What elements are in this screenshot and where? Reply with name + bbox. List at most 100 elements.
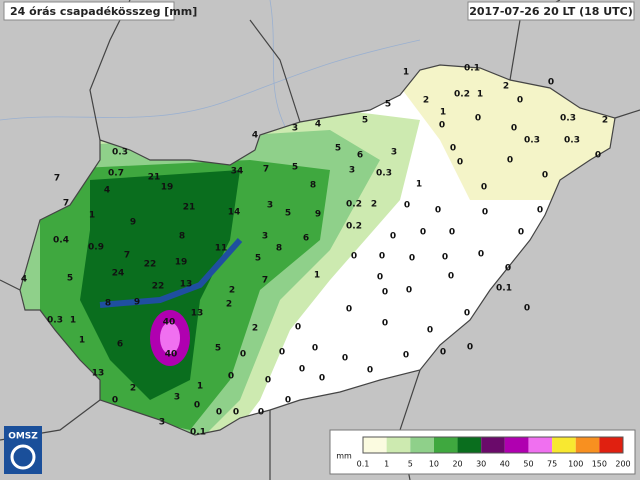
station-value: 2 bbox=[130, 384, 136, 394]
station-value: 4 bbox=[252, 131, 258, 141]
station-value: 0 bbox=[482, 208, 488, 218]
legend-swatch bbox=[410, 437, 434, 453]
station-value: 4 bbox=[21, 275, 27, 285]
legend-swatch bbox=[386, 437, 411, 453]
station-value: 2 bbox=[229, 286, 235, 296]
station-value: 0 bbox=[537, 206, 543, 216]
station-value: 0 bbox=[312, 344, 318, 354]
station-value: 0.3 bbox=[376, 169, 392, 179]
station-value: 0 bbox=[265, 376, 271, 386]
station-value: 0 bbox=[427, 326, 433, 336]
station-value: 9 bbox=[134, 298, 140, 308]
station-value: 0 bbox=[435, 206, 441, 216]
station-value: 0 bbox=[295, 323, 301, 333]
station-value: 8 bbox=[105, 299, 111, 309]
station-value: 19 bbox=[175, 258, 188, 268]
station-value: 0 bbox=[228, 372, 234, 382]
station-value: 0 bbox=[194, 401, 200, 411]
station-value: 40 bbox=[165, 350, 178, 360]
station-value: 5 bbox=[335, 144, 341, 154]
station-value: 5 bbox=[255, 254, 261, 264]
station-value: 0.4 bbox=[53, 236, 69, 246]
legend-label: 200 bbox=[615, 460, 630, 469]
station-value: 0 bbox=[450, 144, 456, 154]
station-value: 0.9 bbox=[88, 243, 104, 253]
station-value: 4 bbox=[315, 120, 321, 130]
logo: OMSZ bbox=[4, 426, 42, 474]
station-value: 21 bbox=[183, 203, 196, 213]
station-value: 40 bbox=[163, 318, 176, 328]
station-value: 5 bbox=[292, 163, 298, 173]
station-value: 0 bbox=[258, 408, 264, 418]
station-value: 0 bbox=[409, 254, 415, 264]
station-value: 2 bbox=[252, 324, 258, 334]
station-value: 2 bbox=[423, 96, 429, 106]
station-value: 0 bbox=[319, 374, 325, 384]
station-value: 13 bbox=[180, 280, 193, 290]
station-value: 1 bbox=[79, 336, 85, 346]
map-title: 24 órás csapadékösszeg [mm] bbox=[10, 5, 197, 18]
station-value: 1 bbox=[89, 211, 95, 221]
station-value: 2 bbox=[503, 82, 509, 92]
station-value: 19 bbox=[161, 183, 174, 193]
station-value: 0 bbox=[299, 365, 305, 375]
station-value: 5 bbox=[67, 274, 73, 284]
station-value: 3 bbox=[292, 124, 298, 134]
station-value: 0 bbox=[285, 396, 291, 406]
station-value: 0 bbox=[481, 183, 487, 193]
station-value: 9 bbox=[130, 218, 136, 228]
station-value: 22 bbox=[152, 282, 165, 292]
station-value: 0 bbox=[216, 408, 222, 418]
station-value: 0 bbox=[507, 156, 513, 166]
logo-text: OMSZ bbox=[8, 432, 38, 442]
station-value: 0 bbox=[517, 96, 523, 106]
station-value: 0 bbox=[475, 114, 481, 124]
station-value: 0 bbox=[112, 396, 118, 406]
station-value: 1 bbox=[477, 90, 483, 100]
station-value: 0 bbox=[404, 201, 410, 211]
station-value: 24 bbox=[112, 269, 125, 279]
station-value: 9 bbox=[315, 210, 321, 220]
station-value: 3 bbox=[267, 201, 273, 211]
station-value: 0 bbox=[467, 343, 473, 353]
station-value: 0 bbox=[439, 121, 445, 131]
logo-box bbox=[4, 426, 42, 474]
station-value: 0 bbox=[548, 78, 554, 88]
station-value: 7 bbox=[124, 251, 130, 261]
legend-swatch bbox=[575, 437, 600, 453]
legend-label: 40 bbox=[500, 460, 510, 469]
station-value: 11 bbox=[215, 244, 228, 254]
station-value: 0 bbox=[511, 124, 517, 134]
station-value: 1 bbox=[440, 108, 446, 118]
station-value: 0 bbox=[233, 408, 239, 418]
station-value: 1 bbox=[197, 382, 203, 392]
legend-label: 0.1 bbox=[357, 460, 370, 469]
legend-label: 5 bbox=[408, 460, 413, 469]
station-value: 13 bbox=[191, 309, 204, 319]
station-value: 0.3 bbox=[47, 316, 63, 326]
station-value: 0 bbox=[377, 273, 383, 283]
station-value: 0.3 bbox=[564, 136, 580, 146]
station-value: 0 bbox=[390, 232, 396, 242]
station-value: 0 bbox=[342, 354, 348, 364]
station-value: 2 bbox=[602, 116, 608, 126]
station-value: 3 bbox=[262, 232, 268, 242]
legend-swatch bbox=[528, 437, 553, 453]
station-value: 8 bbox=[276, 244, 282, 254]
station-value: 0.3 bbox=[560, 114, 576, 124]
time-box bbox=[467, 1, 635, 21]
station-value: 1 bbox=[416, 180, 422, 190]
station-value: 2 bbox=[226, 300, 232, 310]
station-value: 6 bbox=[117, 340, 123, 350]
station-value: 7 bbox=[54, 174, 60, 184]
legend-label: 75 bbox=[547, 460, 557, 469]
station-value: 7 bbox=[262, 276, 268, 286]
legend-swatch bbox=[481, 437, 505, 453]
legend-swatch bbox=[552, 437, 576, 453]
station-value: 0 bbox=[457, 158, 463, 168]
station-value: 1 bbox=[403, 68, 409, 78]
station-value: 0 bbox=[279, 348, 285, 358]
station-value: 13 bbox=[92, 369, 105, 379]
station-value: 0 bbox=[403, 351, 409, 361]
station-value: 0.3 bbox=[524, 136, 540, 146]
